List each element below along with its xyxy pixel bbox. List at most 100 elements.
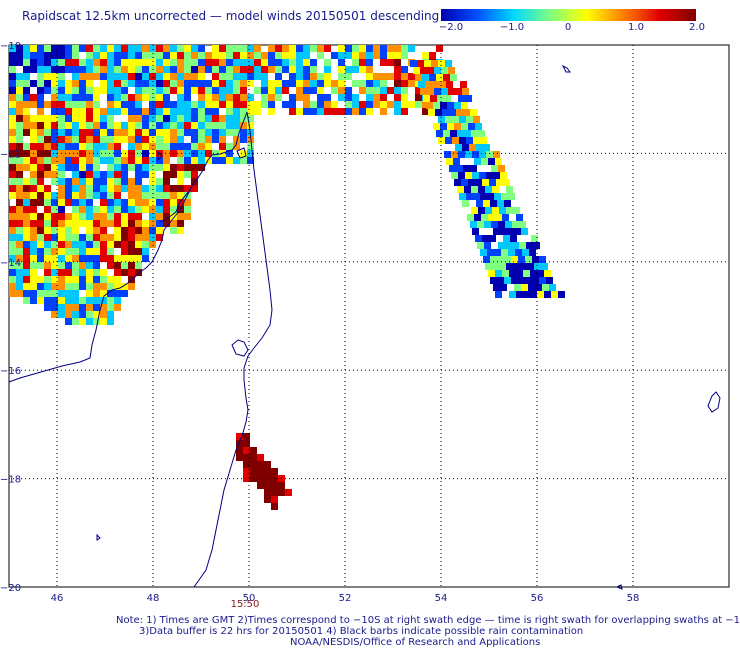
wind-cell [37, 143, 44, 150]
wind-cell [471, 186, 478, 193]
wind-cell [79, 311, 86, 318]
wind-cell [233, 129, 240, 136]
wind-cell [128, 52, 135, 59]
wind-cell [191, 150, 198, 157]
wind-cell [72, 283, 79, 290]
wind-cell [177, 122, 184, 129]
wind-cell [30, 45, 37, 52]
wind-cell [93, 255, 100, 262]
wind-cell [121, 283, 128, 290]
wind-cell [436, 74, 443, 81]
wind-cell [212, 150, 219, 157]
wind-cell [261, 73, 268, 80]
wind-cell [482, 235, 489, 242]
wind-cell [310, 87, 317, 94]
wind-cell [191, 136, 198, 143]
wind-cell [107, 255, 114, 262]
wind-cell [100, 297, 107, 304]
wind-cell [114, 185, 121, 192]
wind-cell [9, 143, 16, 150]
wind-cell [261, 94, 268, 101]
wind-cell [184, 80, 191, 87]
wind-cell [9, 283, 16, 290]
wind-cell [93, 290, 100, 297]
wind-cell [184, 199, 191, 206]
wind-cell [534, 263, 541, 270]
wind-cell [107, 143, 114, 150]
wind-cell [51, 255, 58, 262]
wind-cell [142, 129, 149, 136]
wind-cell [114, 297, 121, 304]
wind-cell [401, 80, 408, 87]
wind-cell [509, 291, 516, 298]
wind-cell [30, 66, 37, 73]
wind-cell [44, 304, 51, 311]
wind-cell [93, 241, 100, 248]
wind-cell [226, 52, 233, 59]
wind-cell [184, 115, 191, 122]
wind-cell [86, 157, 93, 164]
wind-cell [317, 73, 324, 80]
wind-cell [44, 59, 51, 66]
wind-cell [65, 150, 72, 157]
wind-cell [467, 214, 474, 221]
wind-cell [345, 52, 352, 59]
wind-cell [493, 151, 500, 158]
wind-cell [9, 234, 16, 241]
wind-cell [107, 129, 114, 136]
wind-cell [219, 129, 226, 136]
wind-cell [79, 255, 86, 262]
wind-cell [156, 59, 163, 66]
wind-cell [264, 475, 271, 482]
wind-cell [23, 115, 30, 122]
wind-cell [65, 318, 72, 325]
colorbar-tick: 2.0 [689, 22, 705, 33]
wind-cell [114, 227, 121, 234]
lat-lon-grid [9, 45, 729, 587]
wind-cell [452, 116, 459, 123]
wind-cell [226, 66, 233, 73]
wind-cell [240, 80, 247, 87]
wind-cell [128, 150, 135, 157]
wind-cell [142, 164, 149, 171]
wind-cell [86, 185, 93, 192]
wind-cell [121, 171, 128, 178]
wind-cell [427, 67, 434, 74]
wind-cell [289, 94, 296, 101]
wind-cell [107, 304, 114, 311]
wind-cell [65, 108, 72, 115]
wind-cell [506, 186, 513, 193]
wind-cell [491, 221, 498, 228]
wind-cell [516, 291, 523, 298]
wind-cell [114, 234, 121, 241]
wind-cell [184, 59, 191, 66]
wind-cell [121, 66, 128, 73]
wind-cell [156, 157, 163, 164]
wind-cell [518, 256, 525, 263]
wind-cell [72, 220, 79, 227]
wind-cell [380, 80, 387, 87]
wind-cell [303, 52, 310, 59]
wind-cell [37, 220, 44, 227]
wind-cell [135, 227, 142, 234]
wind-cell [72, 129, 79, 136]
wind-cell [86, 73, 93, 80]
wind-cell [359, 59, 366, 66]
wind-cell [23, 220, 30, 227]
wind-cell [16, 122, 23, 129]
wind-cell [458, 172, 465, 179]
wind-cell [16, 234, 23, 241]
wind-cell [191, 45, 198, 52]
wind-cell [9, 164, 16, 171]
wind-cell [219, 59, 226, 66]
wind-cell [51, 220, 58, 227]
wind-cell [121, 122, 128, 129]
wind-cell [135, 52, 142, 59]
wind-cell [149, 164, 156, 171]
wind-cell [30, 248, 37, 255]
wind-cell [79, 122, 86, 129]
wind-cell [156, 73, 163, 80]
wind-cell [296, 66, 303, 73]
wind-cell [51, 87, 58, 94]
wind-cell [23, 150, 30, 157]
